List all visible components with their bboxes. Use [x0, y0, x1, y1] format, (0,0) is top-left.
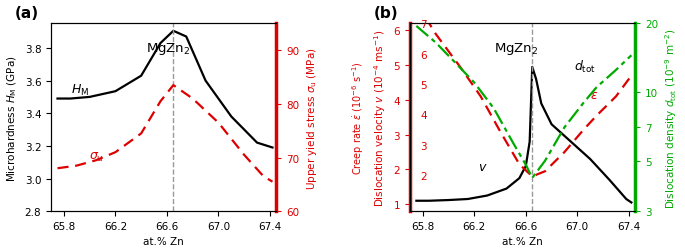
Text: $\dot{\varepsilon}$: $\dot{\varepsilon}$ [590, 88, 599, 102]
Text: $H_\mathrm{M}$: $H_\mathrm{M}$ [71, 83, 90, 98]
Y-axis label: Microhardness $H_{\mathrm{M}}$ (GPa): Microhardness $H_{\mathrm{M}}$ (GPa) [5, 55, 19, 181]
Text: $\sigma_\mathrm{u}$: $\sigma_\mathrm{u}$ [89, 150, 104, 163]
Text: MgZn$_2$: MgZn$_2$ [494, 41, 538, 57]
Text: (b): (b) [374, 6, 399, 21]
Text: MgZn$_2$: MgZn$_2$ [146, 41, 190, 57]
X-axis label: at.% Zn: at.% Zn [502, 237, 543, 246]
Text: (a): (a) [15, 6, 39, 21]
Text: $d_\mathrm{tot}$: $d_\mathrm{tot}$ [575, 59, 597, 75]
Y-axis label: Dislocation density $d_\mathrm{tot}$ (10$^{-9}$ m$^{-2}$): Dislocation density $d_\mathrm{tot}$ (10… [664, 28, 680, 208]
Y-axis label: Upper yield stress $\sigma_\mathrm{u}$ (MPa): Upper yield stress $\sigma_\mathrm{u}$ (… [305, 47, 319, 189]
Y-axis label: Dislocation velocity $v$ (10$^{-4}$ ms$^{-1}$): Dislocation velocity $v$ (10$^{-4}$ ms$^… [372, 29, 388, 206]
Text: Creep rate $\dot{\varepsilon}$ (10$^{-6}$ s$^{-1}$): Creep rate $\dot{\varepsilon}$ (10$^{-6}… [350, 61, 366, 174]
Text: $v$: $v$ [477, 160, 487, 173]
X-axis label: at.% Zn: at.% Zn [143, 237, 184, 246]
